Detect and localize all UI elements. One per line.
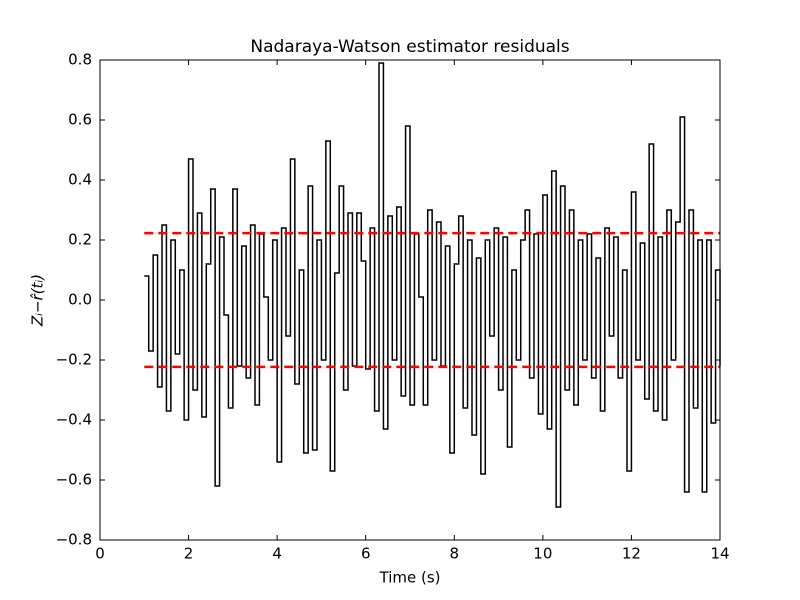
x-tick-label: 2 [184, 545, 194, 563]
chart-title: Nadaraya-Watson estimator residuals [250, 37, 569, 57]
y-tick-label: 0.8 [68, 51, 92, 69]
y-tick-label: −0.4 [56, 411, 92, 429]
y-tick-label: −0.8 [56, 531, 92, 549]
x-tick-label: 0 [95, 545, 105, 563]
y-tick-label: 0.2 [68, 231, 92, 249]
y-tick-label: 0.4 [68, 171, 92, 189]
x-tick-label: 8 [450, 545, 460, 563]
x-tick-label: 10 [533, 545, 552, 563]
residual-line [144, 62, 721, 508]
x-tick-label: 6 [361, 545, 371, 563]
x-tick-label: 4 [272, 545, 282, 563]
y-tick-label: 0.6 [68, 111, 92, 129]
y-tick-label: −0.6 [56, 471, 92, 489]
x-axis-label: Time (s) [379, 569, 441, 587]
x-tick-label: 12 [622, 545, 641, 563]
x-tick-label: 14 [710, 545, 729, 563]
y-tick-label: 0.0 [68, 291, 92, 309]
y-tick-label: −0.2 [56, 351, 92, 369]
y-axis-label: Zᵢ−r̂(tᵢ) [29, 274, 47, 327]
plot-frame [99, 59, 721, 541]
